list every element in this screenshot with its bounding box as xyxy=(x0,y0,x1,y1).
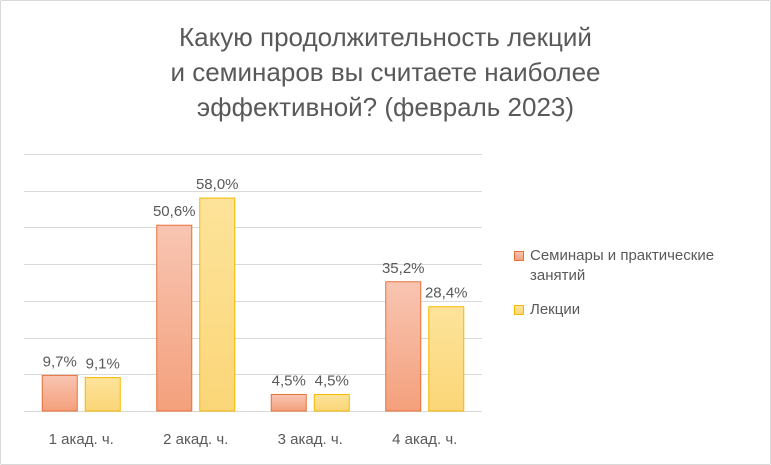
chart-title: Какую продолжительность лекций и семинар… xyxy=(0,20,771,125)
bar-s1-c1 xyxy=(199,197,236,412)
chart-title-line-2: и семинаров вы считаете наиболее xyxy=(170,57,601,87)
category-label-3: 4 акад. ч. xyxy=(392,431,457,448)
bar-s0-c1 xyxy=(156,224,193,412)
bars xyxy=(41,197,465,412)
data-label-s0-c0: 9,7% xyxy=(43,353,77,370)
chart-title-line-3: эффективной? (февраль 2023) xyxy=(196,92,575,122)
legend-item-lectures: Лекции xyxy=(514,300,764,320)
legend: Семинары и практические занятий Лекции xyxy=(514,246,764,320)
legend-label-lectures: Лекции xyxy=(530,301,581,318)
legend-label-seminars-line-2: занятий xyxy=(530,267,586,284)
category-label-0: 1 акад. ч. xyxy=(49,431,114,448)
data-label-s1-c3: 28,4% xyxy=(425,285,468,302)
chart-title-line-1: Какую продолжительность лекций xyxy=(179,22,592,52)
data-label-s0-c1: 50,6% xyxy=(153,203,196,220)
legend-item-seminars: Семинары и практические занятий xyxy=(514,246,764,286)
data-label-s1-c0: 9,1% xyxy=(86,356,120,373)
legend-swatch-seminars xyxy=(514,251,524,261)
bar-s1-c3 xyxy=(428,306,465,412)
bar-s1-c2 xyxy=(313,393,350,412)
category-label-1: 2 акад. ч. xyxy=(163,431,228,448)
category-label-2: 3 акад. ч. xyxy=(278,431,343,448)
bar-s0-c0 xyxy=(41,374,78,412)
legend-swatch-lectures xyxy=(514,305,524,315)
data-label-s0-c3: 35,2% xyxy=(382,260,425,277)
bar-s0-c2 xyxy=(270,393,307,412)
category-labels: 1 акад. ч. 2 акад. ч. 3 акад. ч. 4 акад. ч. xyxy=(49,431,458,448)
data-labels: 9,7% 9,1% 50,6%58,0% 4,5% 4,5% 35,2%28,4% xyxy=(43,176,468,389)
data-label-s1-c1: 58,0% xyxy=(196,176,239,193)
bar-s1-c0 xyxy=(84,377,121,412)
data-label-s1-c2: 4,5% xyxy=(315,372,349,389)
bar-s0-c3 xyxy=(385,281,422,412)
data-label-s0-c2: 4,5% xyxy=(272,372,306,389)
legend-label-seminars-line-1: Семинары и практические xyxy=(530,247,715,264)
